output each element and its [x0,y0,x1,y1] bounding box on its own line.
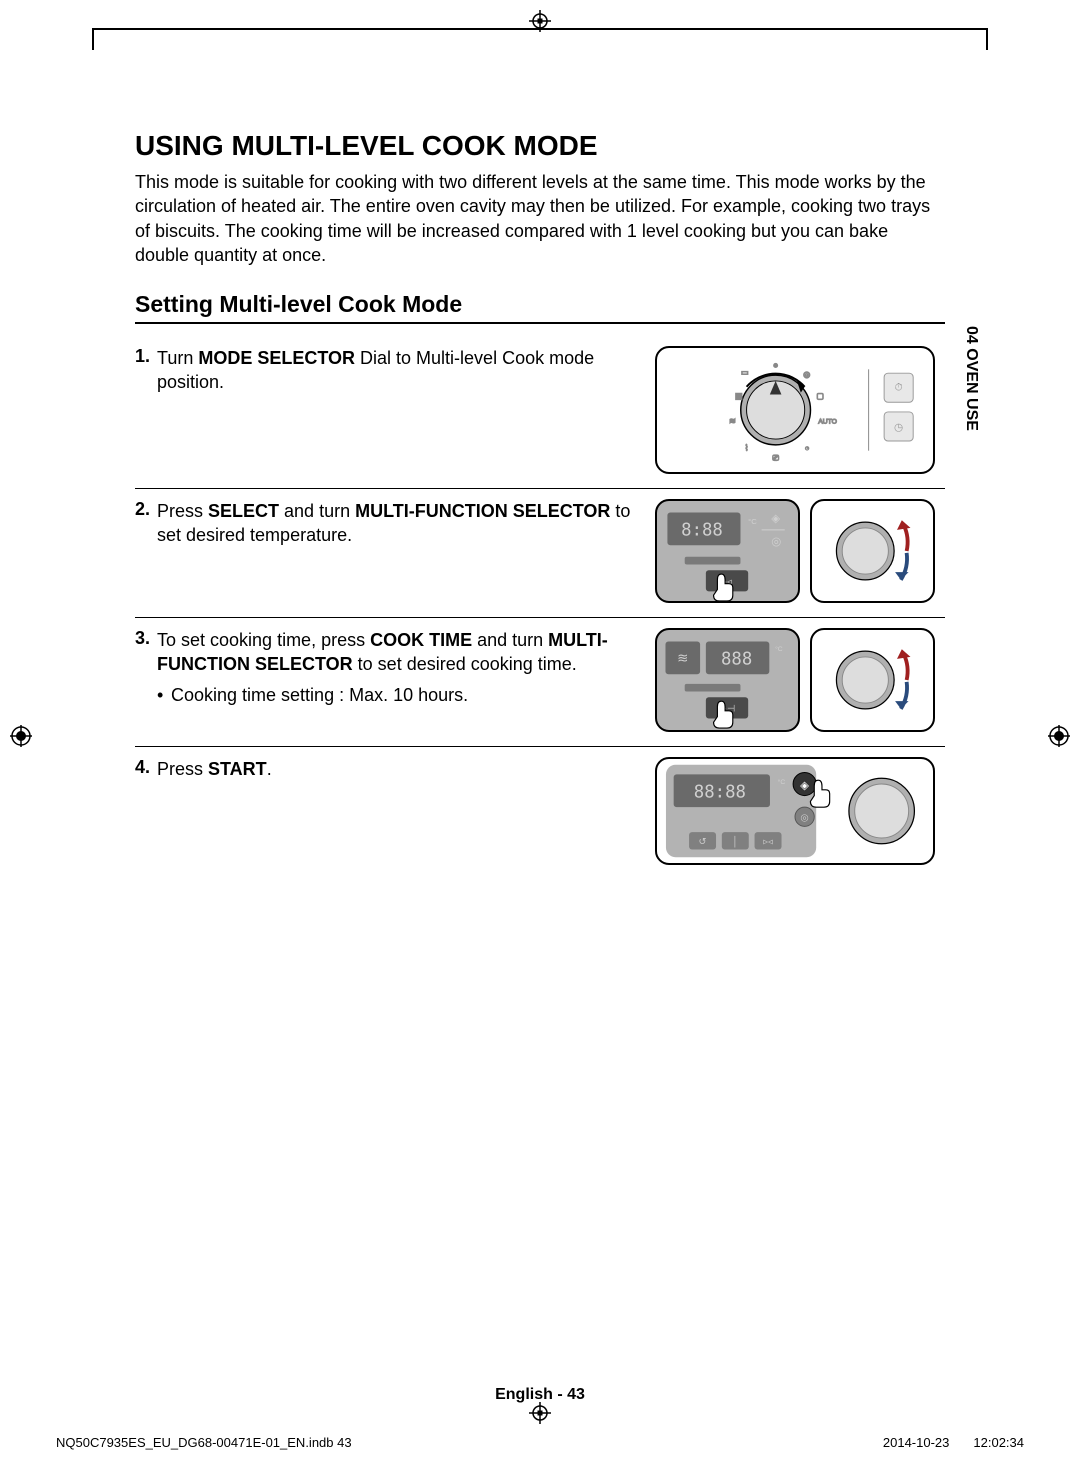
section-tab-label: 04 OVEN USE [962,326,980,431]
intro-paragraph: This mode is suitable for cooking with t… [135,170,945,267]
svg-text:◈: ◈ [771,513,781,525]
svg-text:▹◃: ▹◃ [763,837,773,848]
registration-mark-left [10,725,32,747]
svg-text:◎: ◎ [771,536,781,548]
page-title: USING MULTI-LEVEL COOK MODE [135,130,945,162]
steps-list: 1. Turn MODE SELECTOR Dial to Multi-leve… [135,336,945,879]
step-number: 4. [135,757,157,778]
svg-text:⎚: ⎚ [773,454,780,463]
svg-text:⌇: ⌇ [745,444,749,453]
step-text: Turn MODE SELECTOR Dial to Multi-level C… [157,346,655,395]
svg-text:⏱: ⏱ [895,382,903,394]
step-2: 2. Press SELECT and turn MULTI-FUNCTION … [135,489,945,618]
page-footer: English - 43 [0,1386,1080,1404]
step-4-illustration: 88:88 °C ◈ ◎ ↺ [655,757,945,865]
step-number: 2. [135,499,157,520]
svg-text:▤: ▤ [735,392,742,401]
step-1-illustration: ▭ ◎ ▤ ▢ ≋ AUTO ⌇ ◔ ⎚ [655,346,945,474]
section-subtitle: Setting Multi-level Cook Mode [135,291,945,324]
print-footer: NQ50C7935ES_EU_DG68-00471E-01_EN.indb 43… [56,1435,1024,1450]
step-2-illustration: 8:88 °C ◈ ◎ ▹◃ [655,499,945,603]
svg-text:◔: ◔ [805,444,810,453]
step-3-bullet: Cooking time setting : Max. 10 hours. [157,683,643,707]
step-4: 4. Press START. 88:88 °C ◈ ◎ [135,747,945,879]
print-time: 12:02:34 [973,1435,1024,1450]
svg-text:◷: ◷ [894,422,903,434]
step-text: Press SELECT and turn MULTI-FUNCTION SEL… [157,499,655,548]
step-3-illustration: ≋ 888 °C ⊢⊣ [655,628,945,732]
svg-text:◎: ◎ [800,813,809,824]
svg-text:◎: ◎ [803,370,810,379]
svg-text:≋: ≋ [677,651,688,666]
svg-text:8:88: 8:88 [681,521,723,541]
svg-text:≋: ≋ [729,417,736,426]
svg-text:▭: ▭ [741,368,748,377]
registration-mark-right [1048,725,1070,747]
print-filename: NQ50C7935ES_EU_DG68-00471E-01_EN.indb 43 [56,1435,352,1450]
page-content: USING MULTI-LEVEL COOK MODE This mode is… [135,130,945,1352]
svg-text:88:88: 88:88 [694,783,746,803]
svg-text:▢: ▢ [816,392,823,401]
svg-text:↺: ↺ [699,837,707,848]
svg-text:AUTO: AUTO [818,419,837,426]
svg-text:°C: °C [775,645,783,653]
step-number: 1. [135,346,157,367]
step-text: Press START. [157,757,655,781]
svg-text:°C: °C [778,778,786,786]
svg-text:◈: ◈ [800,780,810,792]
step-number: 3. [135,628,157,649]
svg-text:888: 888 [721,650,752,670]
step-text: To set cooking time, press COOK TIME and… [157,628,655,707]
step-3: 3. To set cooking time, press COOK TIME … [135,618,945,747]
print-date: 2014-10-23 [883,1435,950,1450]
svg-text:°C: °C [748,517,757,526]
step-1: 1. Turn MODE SELECTOR Dial to Multi-leve… [135,336,945,489]
svg-text:│: │ [732,836,738,848]
